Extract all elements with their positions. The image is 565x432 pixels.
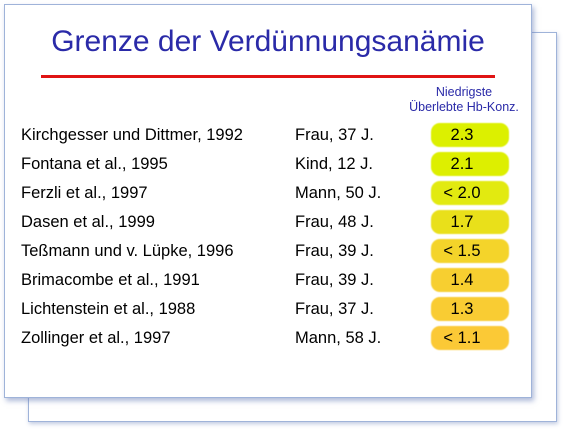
hb-value: < 2.0: [443, 184, 481, 202]
patient-description: Frau, 39 J.: [295, 271, 374, 289]
value-highlight: [431, 297, 509, 321]
value-highlight: [431, 268, 509, 292]
hb-value-cell: 1.4: [431, 268, 509, 292]
value-highlight: [431, 239, 509, 263]
hb-value: 2.3: [450, 126, 474, 144]
title-underline: [41, 75, 495, 78]
column-header-line-1: Niedrigste: [435, 85, 493, 99]
table-row: Brimacombe et al., 1991 Frau, 39 J. 1.4: [5, 266, 531, 295]
patient-description: Frau, 39 J.: [295, 242, 374, 260]
column-header: Niedrigste Überlebte Hb-Konz.: [391, 85, 537, 115]
study-citation: Brimacombe et al., 1991: [21, 271, 200, 289]
study-citation: Teßmann und v. Lüpke, 1996: [21, 242, 234, 260]
patient-description: Mann, 58 J.: [295, 329, 382, 347]
hb-value-cell: 2.3: [431, 123, 509, 147]
value-highlight: [431, 326, 509, 350]
hb-value-cell: < 1.5: [431, 239, 509, 263]
slide-title: Grenze der Verdünnungsanämie: [51, 25, 485, 58]
hb-value-cell: < 1.1: [431, 326, 509, 350]
study-citation: Dasen et al., 1999: [21, 213, 155, 231]
table-row: Ferzli et al., 1997 Mann, 50 J. < 2.0: [5, 179, 531, 208]
study-citation: Zollinger et al., 1997: [21, 329, 171, 347]
table-row: Dasen et al., 1999 Frau, 48 J. 1.7: [5, 208, 531, 237]
hb-value-cell: 1.7: [431, 210, 509, 234]
hb-value-cell: < 2.0: [431, 181, 509, 205]
value-highlight: [431, 181, 509, 205]
hb-value: 1.7: [450, 213, 474, 231]
table-row: Zollinger et al., 1997 Mann, 58 J. < 1.1: [5, 324, 531, 353]
patient-description: Frau, 37 J.: [295, 300, 374, 318]
hb-value: < 1.5: [443, 242, 481, 260]
study-citation: Ferzli et al., 1997: [21, 184, 148, 202]
study-citation: Kirchgesser und Dittmer, 1992: [21, 126, 243, 144]
patient-description: Mann, 50 J.: [295, 184, 382, 202]
table-row: Fontana et al., 1995 Kind, 12 J. 2.1: [5, 150, 531, 179]
slide: Grenze der Verdünnungsanämie Niedrigste …: [4, 4, 532, 398]
hb-value-cell: 2.1: [431, 152, 509, 176]
hb-value: 1.4: [450, 271, 474, 289]
value-highlight: [431, 152, 509, 176]
table-row: Lichtenstein et al., 1988 Frau, 37 J. 1.…: [5, 295, 531, 324]
study-citation: Fontana et al., 1995: [21, 155, 168, 173]
table-row: Kirchgesser und Dittmer, 1992 Frau, 37 J…: [5, 121, 531, 150]
hb-value: 1.3: [450, 300, 474, 318]
hb-value: < 1.1: [443, 329, 481, 347]
value-highlight: [431, 123, 509, 147]
column-header-line-2: Überlebte Hb-Konz.: [409, 100, 519, 114]
patient-description: Frau, 37 J.: [295, 126, 374, 144]
value-highlight: [431, 210, 509, 234]
study-table: Kirchgesser und Dittmer, 1992 Frau, 37 J…: [5, 121, 531, 353]
hb-value: 2.1: [450, 155, 474, 173]
hb-value-cell: 1.3: [431, 297, 509, 321]
study-citation: Lichtenstein et al., 1988: [21, 300, 196, 318]
table-row: Teßmann und v. Lüpke, 1996 Frau, 39 J. <…: [5, 237, 531, 266]
patient-description: Kind, 12 J.: [295, 155, 373, 173]
patient-description: Frau, 48 J.: [295, 213, 374, 231]
